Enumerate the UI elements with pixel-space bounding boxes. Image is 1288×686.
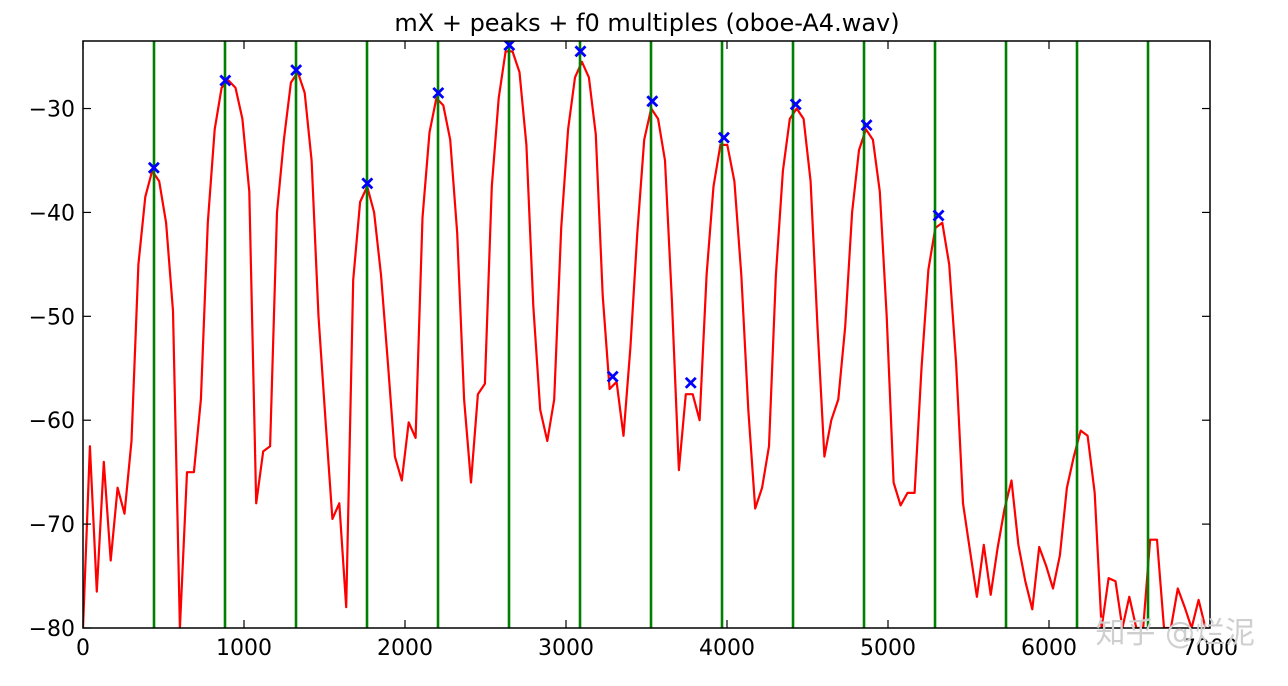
y-tick-label: −80: [29, 617, 75, 642]
y-tick-label: −30: [29, 98, 75, 123]
x-tick-label: 1000: [216, 636, 272, 661]
x-tick-label: 4000: [699, 636, 755, 661]
y-axis: −30 −40 −50 −60 −70 −80: [29, 98, 1210, 642]
peak-marker-2: [219, 74, 232, 87]
x-tick-label: 3000: [538, 636, 594, 661]
peak-marker-14: [932, 209, 945, 222]
peak-marker-6: [503, 41, 516, 52]
y-tick-label: −60: [29, 409, 75, 434]
peak-marker-10: [684, 376, 697, 389]
peak-marker-8: [606, 370, 619, 383]
x-tick-label: 0: [76, 636, 90, 661]
x-tick-label: 5000: [860, 636, 916, 661]
x-tick-label: 7000: [1182, 636, 1238, 661]
watermark-text: 知乎 @烂泥: [1095, 616, 1255, 651]
y-tick-label: −50: [29, 305, 75, 330]
x-tick-label: 2000: [377, 636, 433, 661]
x-tick-label: 6000: [1021, 636, 1077, 661]
plot-area: [83, 41, 1207, 628]
peak-marker-3: [290, 64, 303, 77]
spectrum-line: [83, 50, 1207, 628]
peak-marker-5: [432, 86, 445, 99]
peak-marker-11: [717, 131, 730, 144]
y-tick-label: −40: [29, 201, 75, 226]
x-axis: 0 1000 2000 3000 4000 5000 6000 7000: [76, 41, 1238, 661]
peak-marker-13: [860, 119, 873, 132]
peak-marker-9: [646, 95, 659, 108]
y-tick-label: −70: [29, 513, 75, 538]
peak-marker-12: [789, 98, 802, 111]
plot-frame: [82, 40, 1211, 629]
peak-marker-4: [361, 177, 374, 190]
peak-marker-7: [574, 45, 587, 58]
peak-marker-1: [147, 161, 160, 174]
chart-title: mX + peaks + f0 multiples (oboe-A4.wav): [394, 9, 899, 37]
